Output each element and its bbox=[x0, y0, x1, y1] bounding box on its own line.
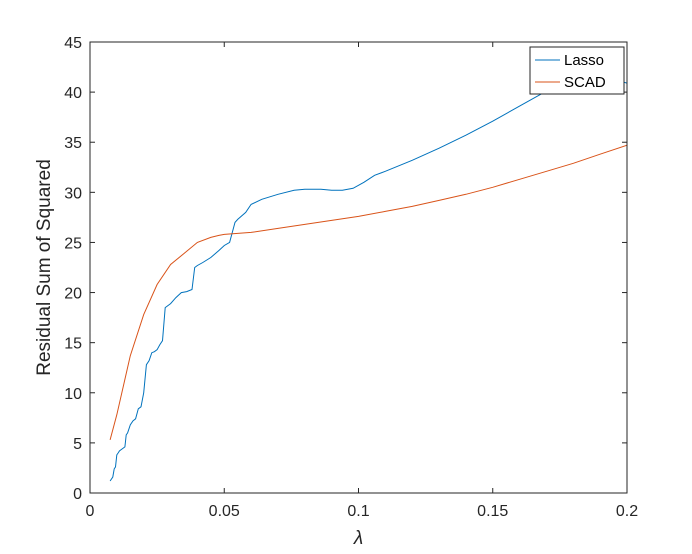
x-tick-label: 0.05 bbox=[209, 503, 240, 520]
legend-label-lasso: Lasso bbox=[564, 52, 604, 69]
y-tick-label: 35 bbox=[64, 135, 82, 152]
y-tick-label: 0 bbox=[73, 486, 82, 503]
y-tick-label: 25 bbox=[64, 235, 82, 252]
x-tick-label: 0.2 bbox=[616, 503, 638, 520]
x-tick-label: 0.1 bbox=[347, 503, 369, 520]
x-tick-label: 0.15 bbox=[477, 503, 508, 520]
legend: Lasso SCAD bbox=[529, 46, 625, 95]
x-tick-label: 0 bbox=[86, 503, 95, 520]
legend-box bbox=[529, 46, 625, 95]
series-line-scad bbox=[109, 144, 627, 441]
plot-area-frame bbox=[89, 41, 628, 494]
y-tick-label: 15 bbox=[64, 336, 82, 353]
y-tick-label: 10 bbox=[64, 386, 82, 403]
y-tick-label: 40 bbox=[64, 85, 82, 102]
series-layer bbox=[109, 71, 627, 482]
y-tick-label: 45 bbox=[64, 35, 82, 52]
x-axis-label: λ bbox=[353, 528, 363, 549]
y-tick-label: 30 bbox=[64, 185, 82, 202]
y-tick-label: 20 bbox=[64, 286, 82, 303]
y-axis-label: Residual Sum of Squared bbox=[34, 159, 55, 376]
y-tick-label: 5 bbox=[73, 436, 82, 453]
x-axis-ticks: 0 0.05 0.1 0.15 0.2 bbox=[86, 42, 638, 520]
legend-label-scad: SCAD bbox=[564, 74, 606, 91]
series-line-lasso bbox=[109, 71, 627, 482]
y-axis-ticks: 0 5 10 15 20 25 30 35 40 45 bbox=[64, 35, 627, 503]
